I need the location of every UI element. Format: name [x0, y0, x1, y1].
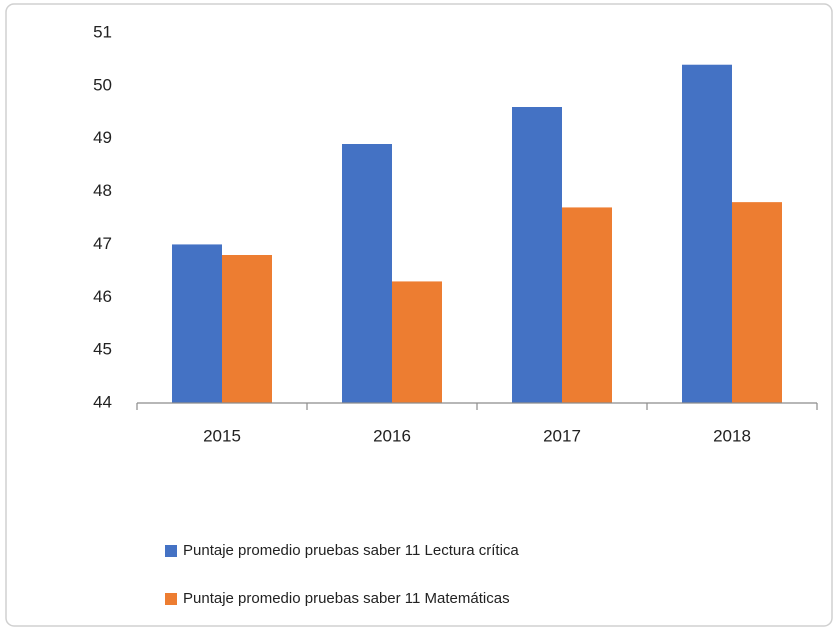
bar — [562, 207, 612, 403]
x-tick-label: 2015 — [203, 426, 241, 445]
y-tick-label: 51 — [93, 22, 112, 41]
y-tick-label: 45 — [93, 340, 112, 359]
y-tick-label: 50 — [93, 75, 112, 94]
x-tick-label: 2016 — [373, 426, 411, 445]
bar — [172, 244, 222, 403]
y-tick-label: 48 — [93, 181, 112, 200]
x-tick-label: 2017 — [543, 426, 581, 445]
y-tick-label: 49 — [93, 128, 112, 147]
bar — [732, 202, 782, 403]
legend-swatch — [165, 545, 177, 557]
legend-label: Puntaje promedio pruebas saber 11 Matemá… — [183, 590, 510, 607]
legend-swatch — [165, 593, 177, 605]
bar — [222, 255, 272, 403]
x-tick-label: 2018 — [713, 426, 751, 445]
bar — [682, 64, 732, 403]
bar — [392, 281, 442, 403]
y-tick-label: 47 — [93, 234, 112, 253]
y-tick-label: 46 — [93, 287, 112, 306]
bar — [342, 144, 392, 403]
y-tick-label: 44 — [93, 392, 112, 411]
bar — [512, 107, 562, 403]
legend-label: Puntaje promedio pruebas saber 11 Lectur… — [183, 542, 519, 559]
